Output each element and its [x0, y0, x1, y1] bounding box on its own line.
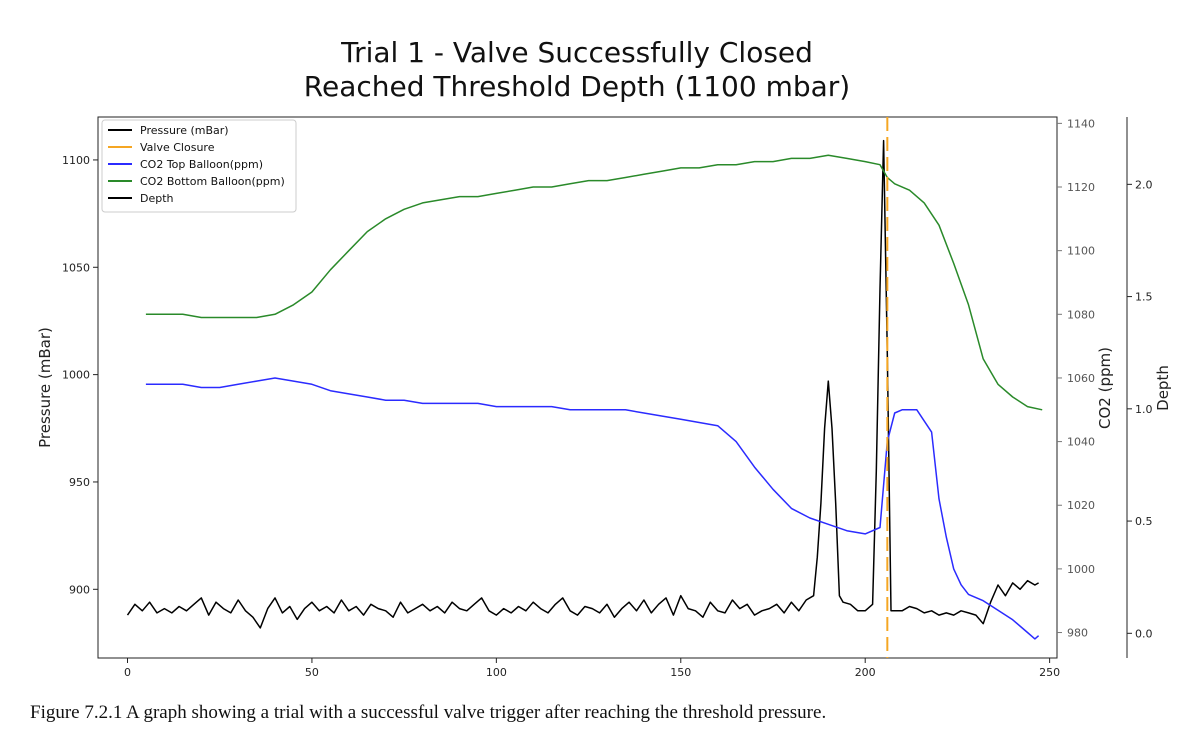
legend-box — [101, 119, 297, 213]
chart-title-line1: Trial 1 - Valve Successfully Closed — [340, 36, 813, 69]
chart: Trial 1 - Valve Successfully Closed Reac… — [36, 36, 1172, 679]
series-line-co2-top-balloon-ppm — [145, 377, 1040, 640]
y-tick-label-co2: 1000 — [1067, 563, 1095, 576]
legend-label: Valve Closure — [140, 141, 215, 154]
legend-label: CO2 Top Balloon(ppm) — [140, 158, 263, 171]
y-tick-label-pressure: 1050 — [62, 261, 90, 274]
y-tick-label-depth: 2.0 — [1135, 178, 1153, 191]
legend-label: Pressure (mBar) — [140, 124, 229, 137]
series-line-pressure-mbar — [126, 139, 1039, 629]
y-axis-label-pressure: Pressure (mBar) — [36, 327, 54, 448]
plot-layer: 0 50 100 150 200 250 900 950 1000 1050 1100 Pressur… — [36, 116, 1172, 679]
y-tick-label-pressure: 950 — [69, 476, 90, 489]
series-line-co2-bottom-balloon-ppm — [145, 154, 1043, 411]
legend-label: Depth — [140, 192, 174, 205]
y-tick-label-co2: 1040 — [1067, 436, 1095, 449]
y-tick-label-co2: 1020 — [1067, 499, 1095, 512]
y-tick-label-depth: 1.5 — [1135, 291, 1153, 304]
x-tick-label: 100 — [486, 666, 507, 679]
legend-label: CO2 Bottom Balloon(ppm) — [140, 175, 285, 188]
y-tick-label-depth: 0.5 — [1135, 515, 1153, 528]
y-tick-label-co2: 980 — [1067, 627, 1088, 640]
figure-caption: Figure 7.2.1 A graph showing a trial wit… — [30, 702, 827, 723]
y-tick-label-co2: 1140 — [1067, 117, 1095, 130]
y-tick-label-co2: 1100 — [1067, 245, 1095, 258]
y-axis-label-co2: CO2 (ppm) — [1096, 347, 1114, 429]
x-tick-label: 150 — [670, 666, 691, 679]
y-tick-label-pressure: 1100 — [62, 154, 90, 167]
y-tick-label-co2: 1060 — [1067, 372, 1095, 385]
x-tick-label: 250 — [1039, 666, 1060, 679]
y-tick-label-co2: 1080 — [1067, 308, 1095, 321]
y-axis-label-depth: Depth — [1154, 365, 1172, 411]
x-tick-label: 50 — [305, 666, 319, 679]
y-tick-label-pressure: 1000 — [62, 369, 90, 382]
y-tick-label-co2: 1120 — [1067, 181, 1095, 194]
y-tick-label-depth: 1.0 — [1135, 403, 1153, 416]
y-tick-label-depth: 0.0 — [1135, 627, 1153, 640]
x-tick-label: 0 — [124, 666, 131, 679]
chart-title-line2: Reached Threshold Depth (1100 mbar) — [304, 70, 850, 103]
plot-frame — [97, 116, 1058, 659]
x-tick-label: 200 — [855, 666, 876, 679]
y-tick-label-pressure: 900 — [69, 583, 90, 596]
